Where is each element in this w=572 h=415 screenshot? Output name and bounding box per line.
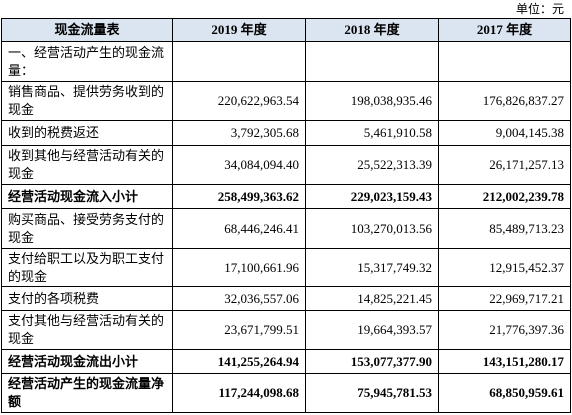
unit-label: 单位：元 <box>515 2 564 16</box>
row-label: 支付的各项税费 <box>1 286 173 311</box>
table-row: 经营活动现金流出小计 141,255,264.94 153,077,377.90 14… <box>1 349 571 374</box>
cell-value: 19,664,393.57 <box>305 310 439 350</box>
table-row: 销售商品、提供劳务收到的现金 220,622,963.54 198,038,935.… <box>1 81 571 121</box>
cell-value: 9,004,145.38 <box>438 120 571 146</box>
cell-value: 198,038,935.46 <box>305 81 439 121</box>
table-row: 经营活动产生的现金流量净额 117,244,098.68 75,945,781.53… <box>1 373 571 413</box>
table-row: 收到的税费返还 3,792,305.68 5,461,910.58 9,004,145… <box>1 120 571 146</box>
cell-value: 15,317,749.32 <box>305 248 439 287</box>
cell-value: 3,792,305.68 <box>172 120 306 146</box>
table-row: 经营活动现金流入小计 258,499,363.62 229,023,159.43 21… <box>1 184 571 209</box>
cell-value: 14,825,221.45 <box>305 286 439 311</box>
cell-value: 212,002,239.78 <box>438 184 571 209</box>
row-label: 支付给职工以及为职工支付的现金 <box>1 248 173 287</box>
empty-cell <box>438 41 571 82</box>
header-cell: 2019 年度 <box>172 18 306 42</box>
row-label: 经营活动现金流入小计 <box>1 184 173 209</box>
row-label: 收到的税费返还 <box>1 120 173 146</box>
cell-value: 117,244,098.68 <box>172 373 306 413</box>
table-row: 购买商品、接受劳务支付的现金 68,446,246.41 103,270,013.5… <box>1 208 571 249</box>
cell-value: 75,945,781.53 <box>305 373 439 413</box>
row-label: 销售商品、提供劳务收到的现金 <box>1 81 173 121</box>
row-label: 购买商品、接受劳务支付的现金 <box>1 208 173 249</box>
header-row: 现金流量表 2019 年度 2018 年度 2017 年度 <box>1 18 571 42</box>
row-label: 支付其他与经营活动有关的现金 <box>1 310 173 350</box>
cell-value: 85,489,713.23 <box>438 208 571 249</box>
header-cell: 现金流量表 <box>1 18 173 42</box>
cell-value: 22,969,717.21 <box>438 286 571 311</box>
empty-cell <box>305 41 439 82</box>
table-row: 收到其他与经营活动有关的现金 34,084,094.40 25,522,313.39… <box>1 145 571 185</box>
row-label: 经营活动产生的现金流量净额 <box>1 373 173 413</box>
cash-flow-table: 现金流量表 2019 年度 2018 年度 2017 年度 一、经营活动产生的现金流量… <box>1 18 571 413</box>
cell-value: 32,036,557.06 <box>172 286 306 311</box>
cell-value: 229,023,159.43 <box>305 184 439 209</box>
header-cell: 2017 年度 <box>438 18 571 42</box>
cell-value: 17,100,661.96 <box>172 248 306 287</box>
cell-value: 141,255,264.94 <box>172 349 306 374</box>
row-label: 一、经营活动产生的现金流量： <box>1 41 173 82</box>
header-cell: 2018 年度 <box>305 18 439 42</box>
table-row: 支付给职工以及为职工支付的现金 17,100,661.96 15,317,749.3… <box>1 248 571 287</box>
cell-value: 23,671,799.51 <box>172 310 306 350</box>
cell-value: 68,850,959.61 <box>438 373 571 413</box>
cell-value: 143,151,280.17 <box>438 349 571 374</box>
cell-value: 34,084,094.40 <box>172 145 306 185</box>
cell-value: 153,077,377.90 <box>305 349 439 374</box>
empty-cell <box>172 41 306 82</box>
cell-value: 103,270,013.56 <box>305 208 439 249</box>
cell-value: 26,171,257.13 <box>438 145 571 185</box>
table-row: 一、经营活动产生的现金流量： <box>1 41 571 82</box>
table-row: 支付其他与经营活动有关的现金 23,671,799.51 19,664,393.57… <box>1 310 571 350</box>
cell-value: 21,776,397.36 <box>438 310 571 350</box>
row-label: 经营活动现金流出小计 <box>1 349 173 374</box>
cell-value: 5,461,910.58 <box>305 120 439 146</box>
table-row: 支付的各项税费 32,036,557.06 14,825,221.45 22,969,… <box>1 286 571 311</box>
row-label: 收到其他与经营活动有关的现金 <box>1 145 173 185</box>
cell-value: 68,446,246.41 <box>172 208 306 249</box>
table-body: 一、经营活动产生的现金流量： 销售商品、提供劳务收到的现金 220,622,963.… <box>1 41 571 413</box>
cell-value: 176,826,837.27 <box>438 81 571 121</box>
cell-value: 258,499,363.62 <box>172 184 306 209</box>
cell-value: 25,522,313.39 <box>305 145 439 185</box>
cell-value: 12,915,452.37 <box>438 248 571 287</box>
cell-value: 220,622,963.54 <box>172 81 306 121</box>
